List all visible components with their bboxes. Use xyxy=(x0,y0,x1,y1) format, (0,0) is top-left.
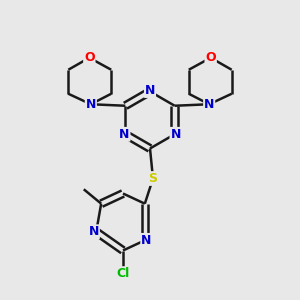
Text: O: O xyxy=(206,51,216,64)
Text: N: N xyxy=(204,98,214,111)
Text: Cl: Cl xyxy=(116,267,130,280)
Text: N: N xyxy=(85,98,96,111)
Text: N: N xyxy=(170,128,181,141)
Text: O: O xyxy=(84,51,94,64)
Text: N: N xyxy=(141,234,152,247)
Text: N: N xyxy=(88,225,99,238)
Text: N: N xyxy=(145,84,155,97)
Text: S: S xyxy=(148,172,158,185)
Text: N: N xyxy=(119,128,130,141)
